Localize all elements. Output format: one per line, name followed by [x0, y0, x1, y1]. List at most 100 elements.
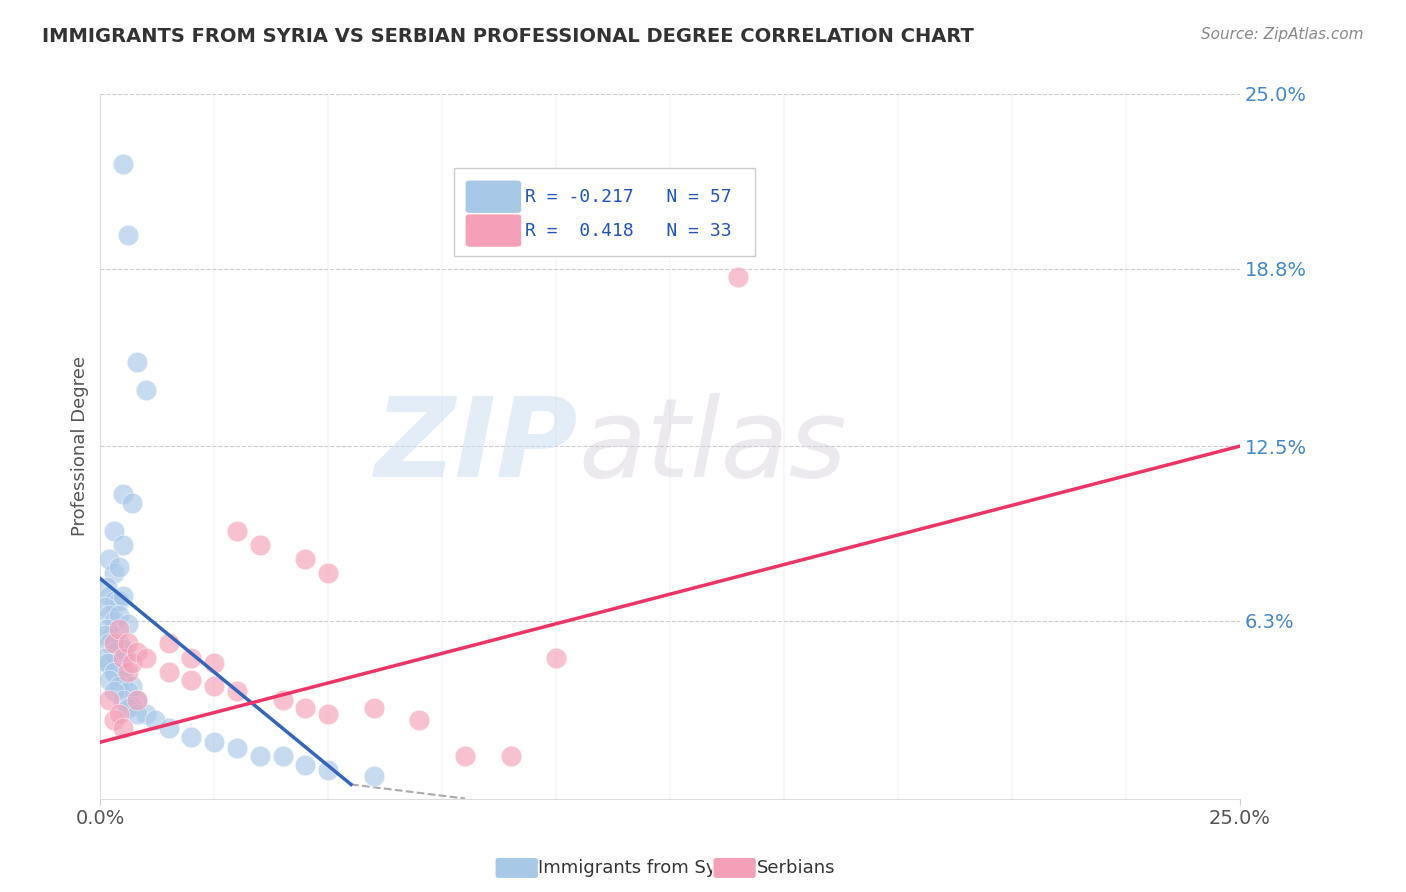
Point: [408, 713, 430, 727]
Point: [180, 730, 202, 744]
Point: [117, 636, 139, 650]
Point: [294, 757, 316, 772]
Point: [103, 713, 125, 727]
Point: [94, 599, 117, 614]
Point: [107, 706, 129, 721]
Point: [363, 701, 385, 715]
Point: [121, 495, 143, 509]
Point: [112, 673, 135, 687]
Point: [202, 657, 225, 671]
Point: [112, 589, 135, 603]
Point: [98, 552, 121, 566]
Point: [157, 665, 180, 679]
Point: [125, 354, 148, 368]
Point: [202, 735, 225, 749]
Point: [121, 679, 143, 693]
Point: [117, 665, 139, 679]
Point: [180, 650, 202, 665]
Point: [103, 566, 125, 580]
Point: [98, 636, 121, 650]
Point: [112, 157, 135, 171]
Point: [226, 684, 249, 698]
Point: [94, 628, 117, 642]
Point: [180, 673, 202, 687]
Point: [249, 538, 271, 552]
Point: [103, 524, 125, 538]
Point: [117, 616, 139, 631]
Point: [112, 487, 135, 501]
Point: [294, 552, 316, 566]
FancyBboxPatch shape: [465, 214, 522, 247]
Point: [103, 614, 125, 628]
Point: [544, 650, 567, 665]
Point: [96, 580, 118, 594]
Point: [112, 693, 135, 707]
Text: Serbians: Serbians: [756, 859, 835, 877]
Point: [96, 657, 118, 671]
Point: [202, 679, 225, 693]
Point: [103, 594, 125, 608]
Point: [125, 706, 148, 721]
Point: [271, 693, 294, 707]
Point: [107, 594, 129, 608]
Point: [107, 560, 129, 574]
Point: [454, 749, 477, 764]
Point: [135, 383, 157, 397]
Point: [107, 623, 129, 637]
Point: [112, 650, 135, 665]
Point: [316, 764, 339, 778]
Point: [117, 684, 139, 698]
Point: [121, 698, 143, 713]
Point: [157, 721, 180, 735]
Point: [100, 628, 122, 642]
Point: [249, 749, 271, 764]
Point: [294, 701, 316, 715]
Point: [98, 608, 121, 623]
Point: [96, 623, 118, 637]
Y-axis label: Professional Degree: Professional Degree: [72, 356, 89, 536]
Point: [103, 636, 125, 650]
Point: [121, 657, 143, 671]
Point: [103, 684, 125, 698]
Point: [103, 645, 125, 659]
Point: [157, 636, 180, 650]
Point: [112, 538, 135, 552]
Text: IMMIGRANTS FROM SYRIA VS SERBIAN PROFESSIONAL DEGREE CORRELATION CHART: IMMIGRANTS FROM SYRIA VS SERBIAN PROFESS…: [42, 27, 974, 45]
Point: [112, 642, 135, 657]
Point: [98, 657, 121, 671]
Point: [226, 740, 249, 755]
Text: Source: ZipAtlas.com: Source: ZipAtlas.com: [1201, 27, 1364, 42]
Point: [363, 769, 385, 783]
Point: [316, 706, 339, 721]
Point: [316, 566, 339, 580]
Point: [271, 749, 294, 764]
Point: [112, 721, 135, 735]
Point: [107, 679, 129, 693]
Point: [117, 227, 139, 242]
Point: [125, 693, 148, 707]
Point: [98, 693, 121, 707]
Point: [143, 713, 166, 727]
Point: [117, 701, 139, 715]
Point: [107, 636, 129, 650]
Text: R = -0.217   N = 57: R = -0.217 N = 57: [526, 187, 733, 206]
Point: [135, 650, 157, 665]
Point: [107, 608, 129, 623]
Text: atlas: atlas: [579, 392, 848, 500]
Text: R =  0.418   N = 33: R = 0.418 N = 33: [526, 221, 733, 240]
Point: [112, 650, 135, 665]
Point: [98, 589, 121, 603]
Point: [125, 693, 148, 707]
Point: [125, 645, 148, 659]
Point: [499, 749, 522, 764]
Point: [112, 665, 135, 679]
Text: Immigrants from Syria: Immigrants from Syria: [538, 859, 741, 877]
Point: [226, 524, 249, 538]
FancyBboxPatch shape: [454, 168, 755, 256]
Point: [135, 706, 157, 721]
Text: ZIP: ZIP: [375, 392, 579, 500]
Point: [727, 270, 749, 285]
Point: [103, 665, 125, 679]
Point: [103, 665, 125, 679]
Point: [98, 673, 121, 687]
